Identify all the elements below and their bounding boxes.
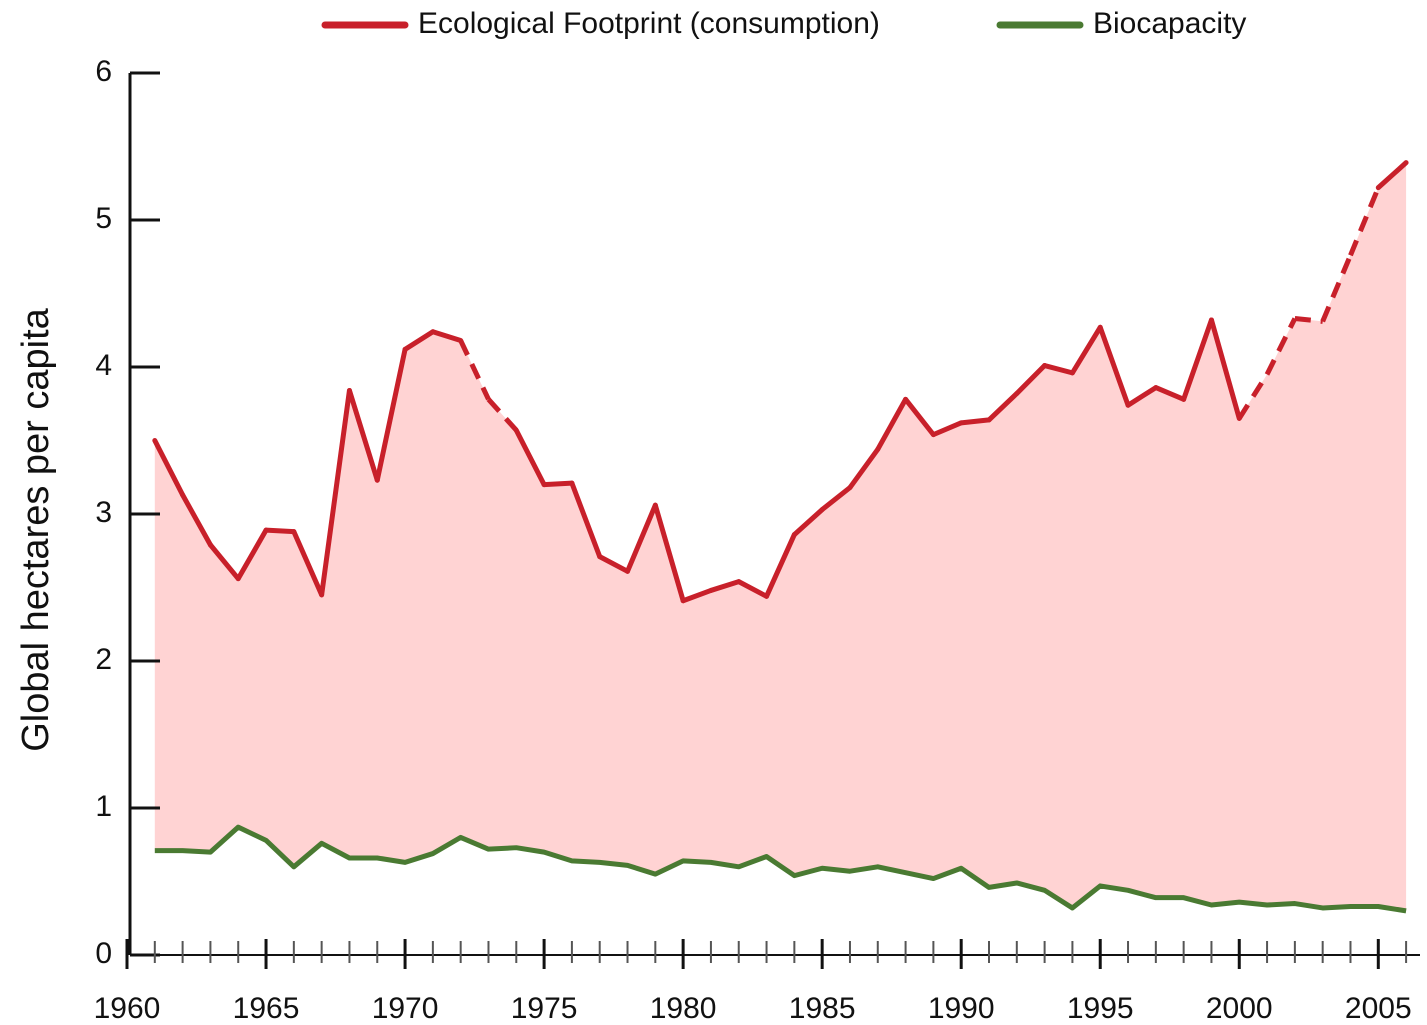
x-tick-label: 2000	[1206, 992, 1273, 1025]
x-tick-label: 2005	[1345, 992, 1412, 1025]
line-segment	[1294, 316, 1323, 324]
line-segment	[1153, 385, 1187, 402]
line-segment	[986, 390, 1020, 423]
line-segment	[1125, 385, 1159, 408]
line-segment	[263, 527, 297, 535]
line-segment	[541, 480, 575, 488]
line-segment	[291, 529, 325, 598]
x-tick-label: 1975	[511, 992, 578, 1025]
line-series	[154, 824, 1407, 914]
x-tick-label: 1990	[928, 992, 995, 1025]
line-segment	[1348, 186, 1381, 257]
y-tick-label: 2	[95, 643, 112, 676]
x-tick-label: 1965	[233, 992, 300, 1025]
line-segment	[319, 388, 352, 598]
line-segment	[847, 446, 881, 491]
fill-area	[154, 162, 1407, 911]
line-segment	[680, 587, 714, 604]
y-tick-label: 5	[95, 202, 112, 235]
y-tick-label: 3	[95, 496, 112, 529]
line-segment	[736, 579, 770, 599]
line-segment	[930, 420, 964, 438]
line-segment	[1181, 317, 1214, 402]
line-segment	[791, 507, 825, 538]
line-segment	[875, 396, 909, 452]
line-segment	[152, 438, 186, 498]
x-tick-label: 1985	[789, 992, 856, 1025]
line-segment	[1208, 317, 1242, 421]
line-segment	[1014, 363, 1048, 396]
legend-label: Ecological Footprint (consumption)	[418, 7, 880, 40]
line-segment	[1320, 254, 1353, 323]
y-tick-label: 6	[95, 55, 112, 88]
line-segment	[513, 427, 547, 488]
y-tick-label: 4	[95, 349, 112, 382]
line-segment	[652, 502, 686, 604]
line-segment	[764, 532, 797, 599]
line-segment	[430, 329, 464, 344]
line-segment	[625, 502, 658, 574]
line-segment	[180, 492, 213, 548]
y-tick-label: 1	[95, 790, 112, 823]
line-segment	[402, 329, 436, 352]
line-segment	[346, 388, 380, 483]
x-tick-label: 1980	[650, 992, 717, 1025]
line-segment	[708, 579, 742, 593]
line-segment	[235, 527, 269, 582]
x-tick-label: 1970	[372, 992, 439, 1025]
y-tick-label: 0	[95, 937, 112, 970]
line-segment	[1042, 363, 1075, 376]
line-segment	[207, 542, 241, 582]
y-axis-label: Global hectares per capita	[15, 307, 57, 751]
line-segment	[1237, 373, 1270, 420]
line-segment	[597, 554, 631, 574]
line-segment	[374, 346, 408, 483]
x-tick-label: 1995	[1067, 992, 1134, 1025]
line-segment	[569, 480, 603, 560]
line-segment	[819, 485, 853, 513]
line-segment	[1069, 324, 1103, 376]
line-segment	[486, 397, 519, 432]
line-segment	[1264, 317, 1298, 376]
x-tick-label: 1960	[94, 992, 161, 1025]
line-segment	[1375, 160, 1409, 191]
line-segment	[903, 396, 936, 438]
line-segment	[458, 339, 491, 401]
line-segment	[1097, 324, 1131, 408]
line-segment	[958, 417, 992, 426]
legend-label: Biocapacity	[1093, 7, 1246, 40]
